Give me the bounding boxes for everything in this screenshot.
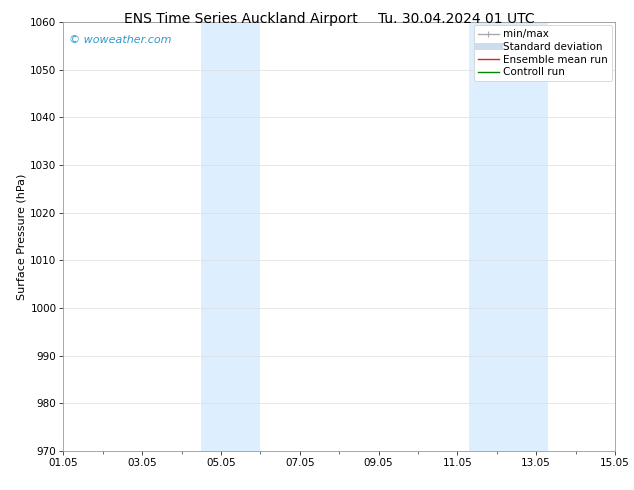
Text: © woweather.com: © woweather.com [69,35,171,45]
Y-axis label: Surface Pressure (hPa): Surface Pressure (hPa) [16,173,26,299]
Legend: min/max, Standard deviation, Ensemble mean run, Controll run: min/max, Standard deviation, Ensemble me… [474,25,612,81]
Bar [202,22,261,451]
Text: ENS Time Series Auckland Airport: ENS Time Series Auckland Airport [124,12,358,26]
Text: Tu. 30.04.2024 01 UTC: Tu. 30.04.2024 01 UTC [378,12,535,26]
Bar [469,22,548,451]
